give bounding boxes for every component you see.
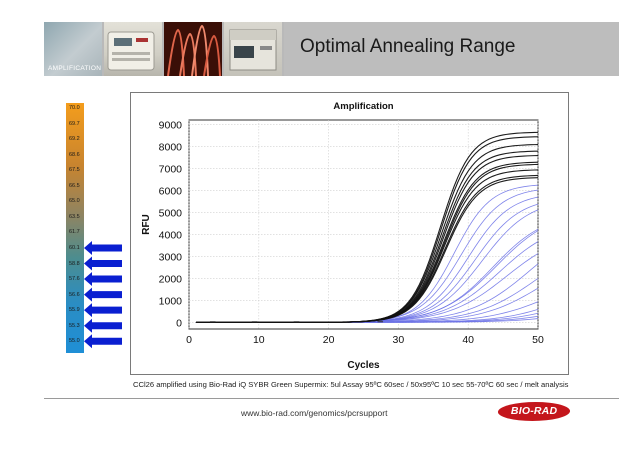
temperature-label: 70.0 [69, 105, 80, 111]
slide-title: Optimal Annealing Range [300, 36, 516, 57]
x-tick-label: 30 [393, 334, 405, 346]
y-axis-label: RFU [141, 214, 152, 235]
instrument-thumbnail [104, 22, 162, 76]
y-tick-label: 7000 [159, 163, 183, 175]
amplification-chart: 0 10 20 30 40 50 0 1000 2000 3000 4000 5000 6000 7000… [130, 92, 569, 375]
temperature-label: 68.6 [69, 151, 80, 158]
y-tick-label: 4000 [159, 229, 183, 241]
y-tick-label: 5000 [159, 207, 183, 219]
temperature-label: 60.1 [69, 244, 80, 251]
series-group [195, 131, 538, 323]
temperature-label: 69.2 [69, 136, 80, 143]
temperature-label: 55.0 [69, 338, 80, 345]
left-arrow-icon [84, 256, 122, 271]
temperature-gradient-bar [66, 103, 84, 353]
left-arrow-icon [84, 318, 122, 333]
temperature-label: 65.0 [69, 198, 80, 205]
temperature-label: 55.9 [69, 307, 80, 314]
temperature-label: 63.5 [69, 213, 80, 220]
left-arrow-icon [84, 287, 122, 302]
x-tick-label: 40 [462, 334, 474, 346]
temperature-label: 58.8 [69, 260, 80, 267]
x-tick-label: 10 [253, 334, 265, 346]
curves-thumbnail [164, 22, 222, 77]
thermal-cycler-thumbnail [224, 22, 282, 76]
temperature-label: 61.7 [69, 229, 80, 236]
instrument-image [107, 31, 155, 71]
bio-rad-logo: BIO-RAD [496, 402, 572, 421]
footer-divider [44, 398, 619, 399]
temperature-label: 55.3 [69, 322, 80, 329]
y-tick-label: 2000 [159, 273, 183, 285]
y-tick-label: 9000 [159, 119, 183, 131]
x-axis-label: Cycles [347, 360, 380, 371]
plot-area [188, 119, 539, 330]
y-tick-label: 1000 [159, 295, 183, 307]
chart-canvas: 0 10 20 30 40 50 0 1000 2000 3000 4000 5000 6000 7000… [141, 101, 544, 371]
logo-text: BIO-RAD [510, 405, 558, 417]
figure-caption: CCl26 amplified using Bio-Rad iQ SYBR Gr… [133, 380, 569, 389]
y-tick-label: 8000 [159, 141, 183, 153]
left-arrow-icon [84, 240, 122, 255]
temperature-label: 57.6 [69, 276, 80, 283]
amplification-thumbnail: AMPLIFICATION [44, 22, 102, 76]
series-line-black [195, 177, 538, 323]
curves-image [167, 24, 221, 77]
thermal-cycler-image [229, 29, 277, 71]
title-panel: Optimal Annealing Range [284, 22, 619, 76]
footer-url[interactable]: www.bio-rad.com/genomics/pcrsupport [241, 408, 388, 418]
temperature-label: 66.5 [69, 182, 80, 189]
y-tick-label: 0 [176, 317, 182, 329]
x-tick-label: 50 [532, 334, 544, 346]
section-label: AMPLIFICATION [48, 65, 102, 72]
temperature-label: 56.6 [69, 291, 80, 298]
left-arrow-icon [84, 334, 122, 349]
x-tick-label: 0 [186, 334, 192, 346]
chart-title: Amplification [333, 101, 393, 112]
x-tick-label: 20 [323, 334, 335, 346]
left-arrow-icon [84, 272, 122, 287]
temperature-label: 69.7 [69, 120, 80, 127]
temperature-label: 67.5 [69, 167, 80, 174]
left-arrow-icon [84, 303, 122, 318]
y-tick-label: 6000 [159, 185, 183, 197]
y-tick-label: 3000 [159, 251, 183, 263]
